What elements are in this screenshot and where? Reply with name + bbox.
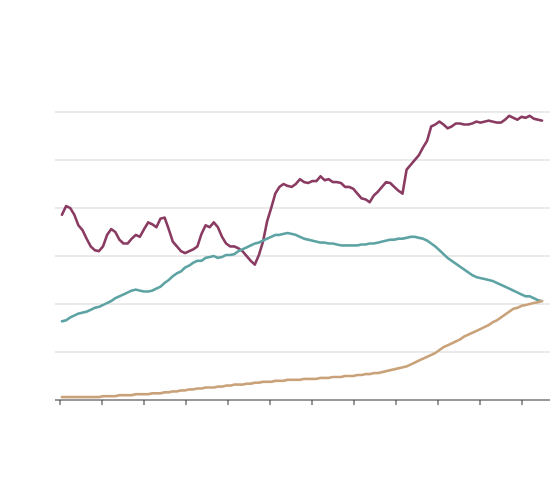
series-line-2	[60, 231, 544, 323]
series-lines	[60, 114, 544, 399]
x-axis	[55, 399, 550, 405]
gridlines	[55, 111, 550, 353]
series-line-3	[60, 299, 544, 399]
series-line-1	[60, 114, 544, 266]
